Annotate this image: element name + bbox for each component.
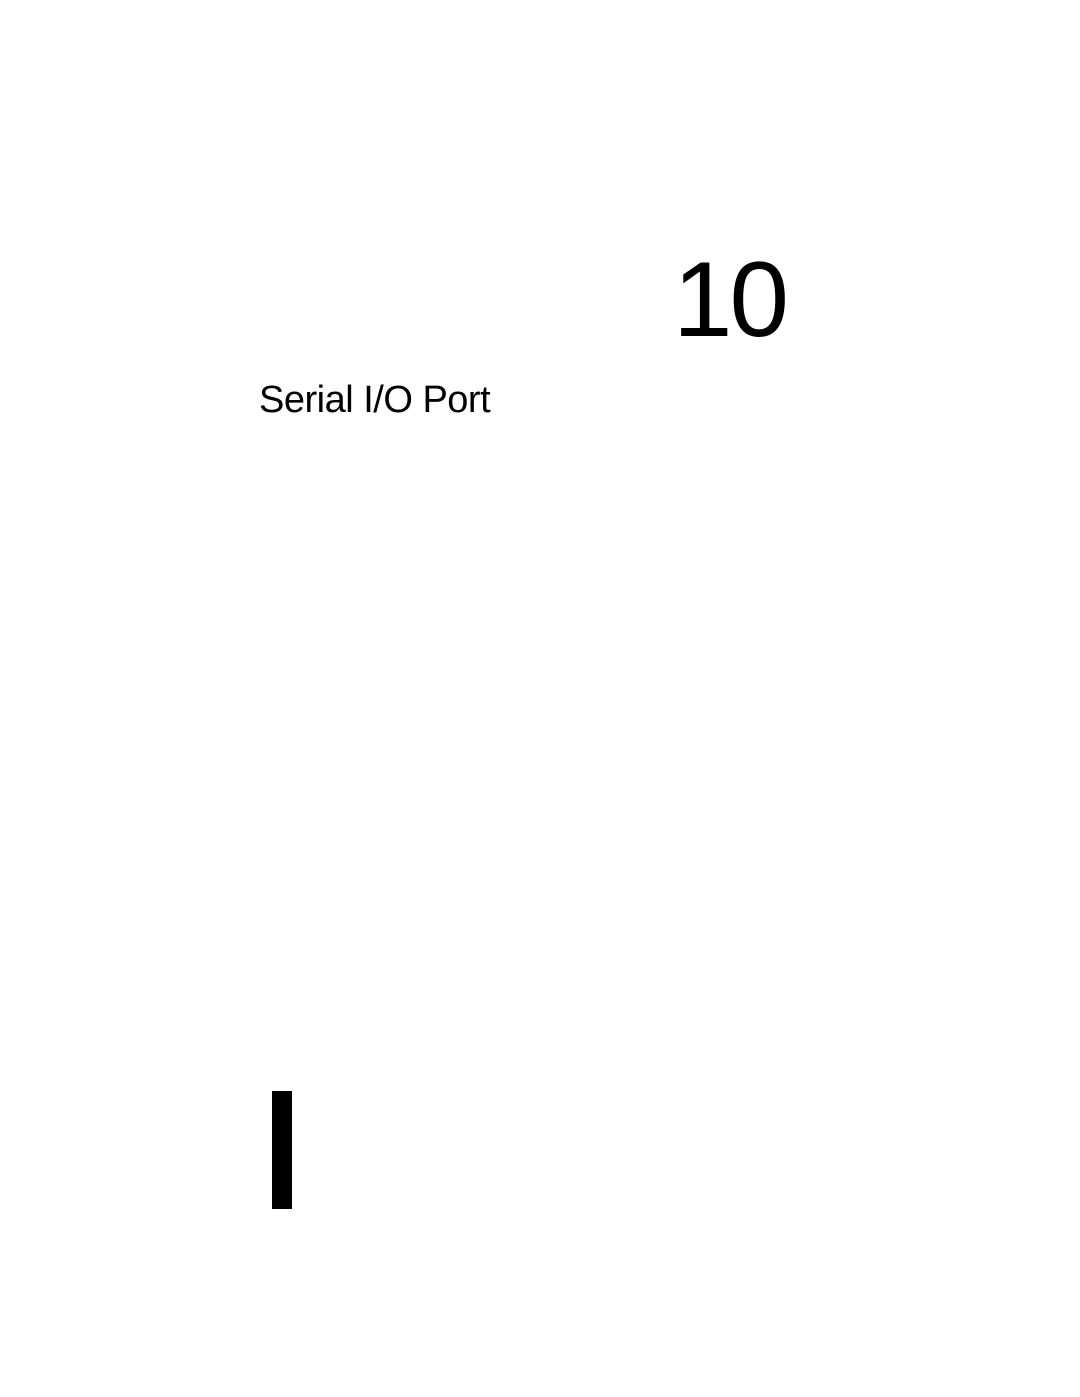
chapter-number: 10 — [673, 237, 786, 361]
section-marker — [272, 1091, 292, 1209]
chapter-title: Serial I/O Port — [259, 379, 490, 422]
